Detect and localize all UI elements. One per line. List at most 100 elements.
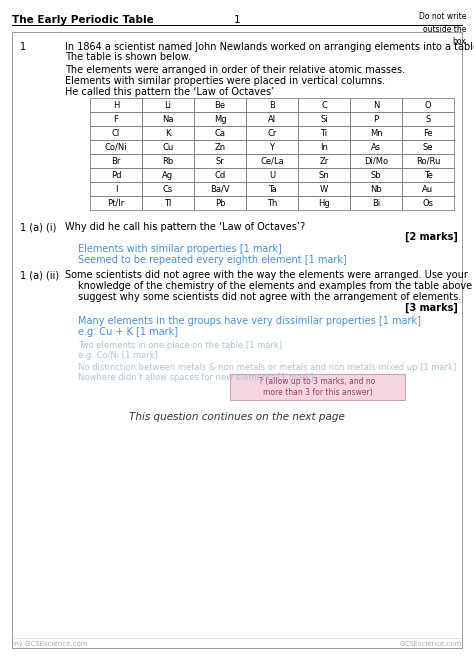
Text: Cd: Cd [214,170,226,180]
Text: Sr: Sr [216,157,224,165]
Bar [90,112,142,126]
Text: The elements were arranged in order of their relative atomic masses.: The elements were arranged in order of t… [65,65,405,75]
Text: Why did he call his pattern the ‘Law of Octaves’?: Why did he call his pattern the ‘Law of … [65,222,305,232]
Text: S: S [425,115,430,123]
Text: In: In [320,143,328,151]
Text: Th: Th [267,198,277,208]
Text: Pt/Ir: Pt/Ir [108,198,125,208]
Text: suggest why some scientists did not agree with the arrangement of elements.: suggest why some scientists did not agre… [78,292,461,302]
Bar [142,168,194,182]
Bar [90,140,142,154]
Bar [402,112,454,126]
Bar [246,126,298,140]
Text: [2 marks]: [2 marks] [405,232,458,243]
Bar [298,98,350,112]
Text: GCSEscience.com: GCSEscience.com [400,641,462,647]
Bar [298,168,350,182]
Text: This question continues on the next page: This question continues on the next page [129,412,345,422]
Text: No distinction between metals & non metals or metals and non metals mixed up [1 : No distinction between metals & non meta… [78,363,456,372]
Bar [402,168,454,182]
Text: As: As [371,143,381,151]
Bar [194,112,246,126]
Text: Ag: Ag [163,170,173,180]
Text: Ro/Ru: Ro/Ru [416,157,440,165]
Text: Be: Be [214,100,226,109]
Text: 1: 1 [20,42,26,52]
Text: Ta: Ta [268,184,276,194]
Text: Sb: Sb [371,170,381,180]
Text: Zr: Zr [319,157,328,165]
Bar [402,140,454,154]
Text: Na: Na [162,115,174,123]
Text: Mg: Mg [214,115,226,123]
Text: Sn: Sn [319,170,329,180]
Bar [298,112,350,126]
Bar [246,98,298,112]
Bar [246,168,298,182]
Bar [350,168,402,182]
Text: [3 marks]: [3 marks] [405,303,458,314]
Text: 1 (a) (ii): 1 (a) (ii) [20,270,59,280]
Text: The table is shown below.: The table is shown below. [65,52,191,62]
Text: Cl: Cl [112,129,120,137]
Bar [90,168,142,182]
Bar [298,140,350,154]
Text: Rb: Rb [163,157,173,165]
Text: Cs: Cs [163,184,173,194]
Text: Bi: Bi [372,198,380,208]
Text: Te: Te [424,170,432,180]
Text: Hg: Hg [318,198,330,208]
Text: K: K [165,129,171,137]
Bar [142,98,194,112]
Text: 1: 1 [234,15,240,25]
Text: He called this pattern the ‘Law of Octaves’: He called this pattern the ‘Law of Octav… [65,87,274,97]
Bar [90,182,142,196]
Text: Cu: Cu [163,143,173,151]
Text: Pd: Pd [111,170,121,180]
Bar [350,140,402,154]
Bar [194,126,246,140]
Bar [194,182,246,196]
Text: Ba/V: Ba/V [210,184,230,194]
Bar [402,126,454,140]
Text: N: N [373,100,379,109]
Bar [350,98,402,112]
Text: Pb: Pb [215,198,225,208]
Text: ? (allow up to 3 marks, and no
more than 3 for this answer): ? (allow up to 3 marks, and no more than… [259,377,376,397]
Text: 1 (a) (i): 1 (a) (i) [20,222,56,232]
Bar [90,98,142,112]
Bar [90,126,142,140]
Bar [246,196,298,210]
Bar [350,126,402,140]
Text: Ti: Ti [320,129,328,137]
Text: F: F [114,115,118,123]
Bar [402,154,454,168]
Bar [298,154,350,168]
Bar [350,182,402,196]
Text: Nb: Nb [370,184,382,194]
Bar [402,182,454,196]
Text: Zn: Zn [214,143,226,151]
Bar [142,126,194,140]
Bar [402,98,454,112]
Bar [298,196,350,210]
Bar [230,374,405,400]
Text: Ce/La: Ce/La [260,157,284,165]
Bar [350,112,402,126]
Text: Si: Si [320,115,328,123]
Bar [142,154,194,168]
Bar [350,196,402,210]
Text: Many elements in the groups have very dissimilar properties [1 mark]: Many elements in the groups have very di… [78,316,421,326]
Bar [246,112,298,126]
Text: Elements with similar properties were placed in vertical columns.: Elements with similar properties were pl… [65,76,385,86]
Bar [246,140,298,154]
Text: W: W [320,184,328,194]
Bar [90,196,142,210]
Text: Do not write
outside the
box: Do not write outside the box [419,12,466,46]
Text: In 1864 a scientist named John Newlands worked on arranging elements into a tabl: In 1864 a scientist named John Newlands … [65,42,474,52]
Text: I: I [115,184,117,194]
Bar [194,140,246,154]
Bar [402,196,454,210]
Text: Di/Mo: Di/Mo [364,157,388,165]
Text: Os: Os [422,198,434,208]
